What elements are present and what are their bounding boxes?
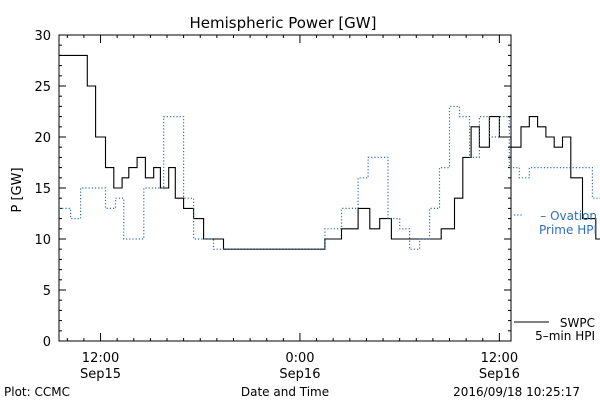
y-tick-label: 10 [34, 233, 51, 248]
plot-timestamp: 2016/09/18 10:25:17 [453, 385, 580, 399]
x-axis: 12:00Sep150:00Sep1612:00Sep160:00Sep1712… [66, 35, 520, 382]
x-tick-date-label: Sep15 [80, 367, 121, 382]
ovation-legend-label: – Ovation [540, 209, 597, 223]
swpc-legend-label: SWPC [560, 316, 595, 330]
swpc-series-line [59, 54, 600, 250]
x-axis-label: Date and Time [241, 385, 329, 399]
x-tick-time-label: 0:00 [285, 351, 314, 366]
y-tick-label: 30 [34, 29, 51, 44]
y-tick-label: 5 [43, 284, 51, 299]
plot-credit: Plot: CCMC [4, 385, 70, 399]
y-axis: 0 5 10 15 20 25 30 [34, 29, 511, 350]
x-tick-time-label: 12:00 [82, 351, 119, 366]
y-axis-label: P [GW] [10, 167, 25, 212]
y-tick-label: 20 [34, 131, 51, 146]
ovation-prime-series-line [59, 105, 600, 250]
plot-frame [58, 34, 512, 342]
y-tick-label: 0 [43, 335, 51, 350]
swpc-legend-label: 5–min HPI [535, 329, 595, 343]
y-tick-label: 25 [34, 80, 51, 95]
y-tick-label: 15 [34, 182, 51, 197]
ovation-legend-label: Prime HPI [539, 223, 597, 237]
series-layer [59, 54, 600, 250]
chart-title: Hemispheric Power [GW] [190, 14, 377, 32]
x-tick-date-label: Sep16 [279, 367, 320, 382]
x-tick-time-label: 12:00 [481, 351, 518, 366]
x-tick-date-label: Sep16 [479, 367, 520, 382]
